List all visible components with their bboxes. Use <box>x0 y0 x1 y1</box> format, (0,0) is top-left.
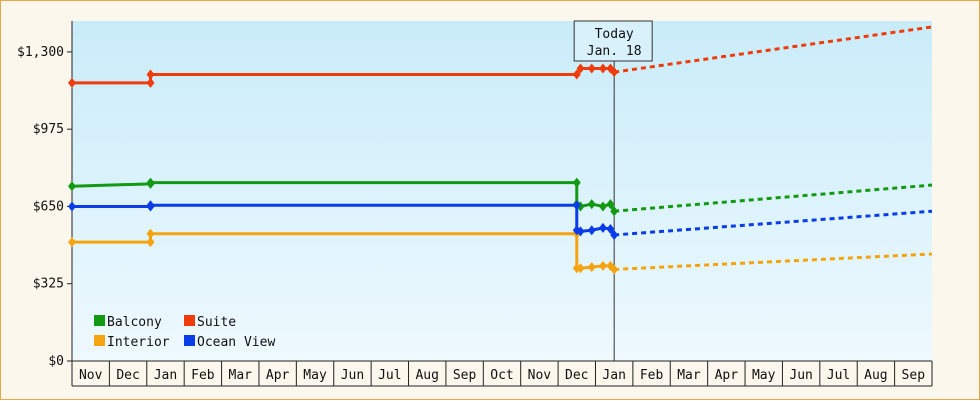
forecast-line-ocean-view <box>614 209 933 237</box>
data-point-balcony <box>587 199 596 210</box>
x-tick-label: Jul <box>827 368 850 383</box>
y-tick-label: $325 <box>33 277 64 292</box>
x-tick-label: Aug <box>864 368 887 383</box>
x-tick-label: Aug <box>415 368 438 383</box>
legend-swatch-interior <box>94 335 105 346</box>
x-tick-label: Feb <box>191 368 215 383</box>
data-point-ocean-view <box>68 201 76 212</box>
y-tick-label: $0 <box>48 354 64 369</box>
x-tick-label: May <box>752 368 776 383</box>
y-tick-label: $650 <box>33 199 64 214</box>
legend-label-ocean-view: Ocean View <box>197 335 275 350</box>
x-tick-label: Jul <box>378 368 401 383</box>
x-tick-label: Mar <box>229 368 253 383</box>
data-point-ocean-view <box>587 225 596 236</box>
legend-label-interior: Interior <box>107 335 170 350</box>
data-point-ocean-view <box>606 224 615 235</box>
data-point-interior <box>576 263 585 274</box>
data-point-balcony <box>598 201 607 212</box>
x-tick-label: Nov <box>528 368 552 383</box>
x-tick-label: Sep <box>902 368 926 383</box>
x-tick-label: Jan <box>154 368 177 383</box>
x-tick-label: Jun <box>789 368 812 383</box>
data-point-suite <box>146 77 155 88</box>
today-date: Jan. 18 <box>587 44 642 59</box>
data-point-interior <box>146 237 155 248</box>
x-tick-label: Feb <box>640 368 664 383</box>
x-tick-label: May <box>303 368 327 383</box>
legend-swatch-balcony <box>94 315 105 326</box>
x-tick-label: Apr <box>266 368 290 383</box>
series-lines <box>68 25 933 275</box>
x-axis: Nov Dec Jan Feb Mar Apr May Jun Jul Aug Sep Oct Nov D… <box>71 360 933 387</box>
legend-swatch-ocean-view <box>184 335 195 346</box>
plot-area <box>72 21 932 361</box>
x-tick-label: Sep <box>453 368 477 383</box>
y-axis: $0 $325 $650 $975 $1,300 <box>17 21 73 369</box>
data-point-interior <box>587 262 596 273</box>
forecast-line-balcony <box>614 183 933 213</box>
legend-swatch-suite <box>184 315 195 326</box>
x-tick-label: Jan <box>602 368 625 383</box>
data-point-balcony <box>68 181 76 192</box>
data-point-suite <box>68 77 76 88</box>
x-tick-label: Apr <box>715 368 739 383</box>
forecast-line-interior <box>614 252 933 271</box>
data-point-suite <box>146 69 155 80</box>
data-point-suite <box>572 69 581 80</box>
x-tick-label: Nov <box>79 368 103 383</box>
x-tick-label: Dec <box>116 368 139 383</box>
legend: Balcony Suite Interior Ocean View <box>94 315 275 350</box>
data-point-ocean-view <box>598 222 607 233</box>
x-tick-label: Jun <box>341 368 364 383</box>
data-point-balcony <box>146 177 155 188</box>
today-box <box>573 20 653 62</box>
y-tick-label: $1,300 <box>17 45 64 60</box>
x-tick-label: Dec <box>565 368 588 383</box>
data-point-ocean-view <box>146 200 155 211</box>
data-point-interior <box>598 260 607 271</box>
data-point-interior <box>68 237 76 248</box>
y-tick-label: $975 <box>33 122 64 137</box>
x-tick-label: Oct <box>490 368 513 383</box>
data-point-interior <box>146 228 155 239</box>
data-point-ocean-view <box>576 226 585 237</box>
data-point-balcony <box>572 177 581 188</box>
data-point-ocean-view <box>572 200 581 211</box>
data-point-suite <box>587 63 596 74</box>
today-label: Today <box>595 27 634 42</box>
data-point-suite <box>598 63 607 74</box>
legend-label-balcony: Balcony <box>107 315 162 330</box>
legend-label-suite: Suite <box>197 315 236 330</box>
data-point-balcony <box>606 199 615 210</box>
x-tick-label: Mar <box>677 368 701 383</box>
data-point-suite <box>576 63 585 74</box>
